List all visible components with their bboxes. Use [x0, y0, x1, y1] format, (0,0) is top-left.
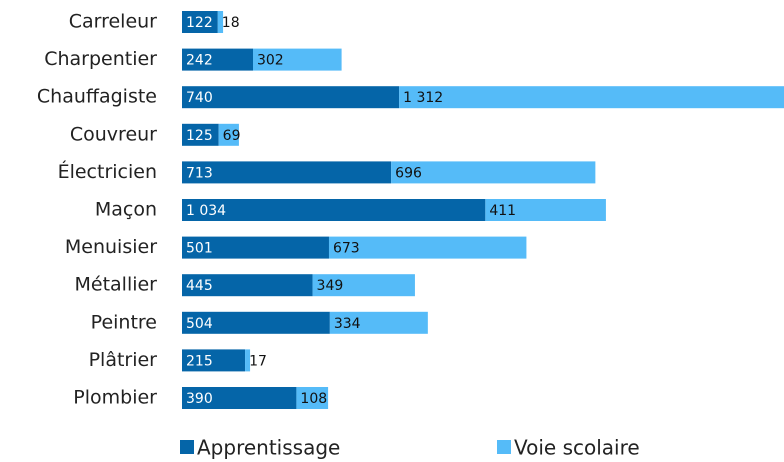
bar-segment [182, 11, 218, 33]
value-label: 242 [186, 53, 213, 69]
value-label: 504 [186, 316, 213, 332]
value-label: 713 [186, 165, 213, 181]
bar-segment [391, 161, 596, 184]
bar-segment [328, 236, 527, 259]
category-label: Menuisier [65, 236, 157, 258]
value-label: 411 [489, 203, 516, 219]
value-label: 349 [317, 278, 344, 294]
bar-segment [182, 236, 329, 259]
bar-segment [329, 311, 428, 334]
category-label: Peintre [91, 311, 157, 333]
legend-swatch [497, 440, 511, 454]
bar-segment [182, 161, 392, 184]
value-label: 1 034 [186, 203, 226, 219]
bar-segment [399, 86, 784, 109]
bar-segment [252, 48, 342, 71]
value-label: 445 [186, 278, 213, 294]
bar-segment [182, 86, 400, 109]
category-label: Métallier [74, 274, 157, 296]
category-label: Électricien [58, 160, 157, 183]
bar-segment [182, 274, 313, 297]
value-label: 696 [395, 165, 422, 181]
value-label: 302 [257, 53, 284, 69]
bar-segment [182, 199, 486, 221]
category-label: Charpentier [44, 48, 157, 70]
legend-swatch [180, 440, 194, 454]
value-label: 17 [249, 353, 267, 369]
value-label: 501 [186, 241, 213, 257]
category-label: Couvreur [70, 123, 157, 145]
value-label: 740 [186, 90, 213, 106]
value-label: 108 [300, 391, 327, 407]
value-label: 334 [334, 316, 361, 332]
bar-segment [217, 11, 224, 33]
value-label: 1 312 [403, 90, 443, 106]
value-label: 673 [333, 241, 360, 257]
bar-segment [182, 311, 330, 334]
legend-label: Voie scolaire [514, 436, 640, 460]
bar-segment [182, 387, 297, 409]
value-label: 215 [186, 353, 213, 369]
bar-segment [485, 199, 606, 221]
category-label: Plombier [73, 387, 157, 409]
bar-segment [182, 48, 253, 71]
category-label: Carreleur [69, 11, 157, 33]
bar-segment [182, 123, 219, 146]
category-label: Maçon [95, 199, 157, 221]
value-label: 18 [222, 15, 240, 31]
bar-segment [218, 123, 239, 146]
category-label: Plâtrier [89, 349, 158, 371]
category-label: Chauffagiste [37, 86, 157, 108]
bar-segment [245, 349, 251, 372]
value-label: 69 [223, 128, 241, 144]
value-label: 390 [186, 391, 213, 407]
value-label: 122 [186, 15, 213, 31]
bar-segment [296, 387, 329, 409]
legend-label: Apprentissage [197, 436, 340, 460]
value-label: 125 [186, 128, 213, 144]
bar-segment [182, 349, 246, 372]
bar-segment [312, 274, 415, 297]
